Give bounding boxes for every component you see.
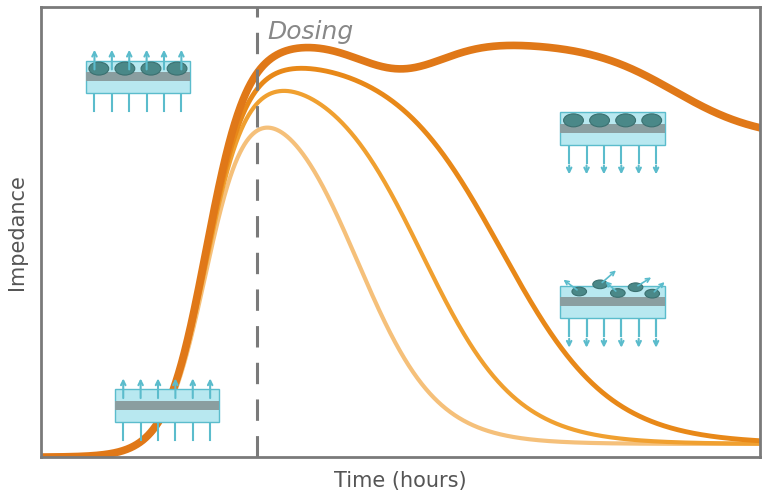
Bar (561, 124, 665, 133)
Ellipse shape (572, 287, 587, 296)
Ellipse shape (645, 289, 660, 298)
Ellipse shape (642, 114, 662, 127)
Ellipse shape (593, 280, 607, 289)
Y-axis label: Impedance: Impedance (7, 174, 27, 290)
Ellipse shape (628, 283, 643, 291)
Ellipse shape (141, 62, 161, 75)
Ellipse shape (590, 114, 610, 127)
Bar (114, 401, 219, 410)
Text: Dosing: Dosing (268, 20, 354, 44)
Ellipse shape (167, 62, 187, 75)
Ellipse shape (115, 62, 135, 75)
Bar (561, 297, 665, 306)
Ellipse shape (564, 114, 584, 127)
FancyBboxPatch shape (86, 61, 190, 93)
FancyBboxPatch shape (114, 389, 219, 422)
FancyBboxPatch shape (561, 112, 665, 145)
Ellipse shape (89, 62, 109, 75)
Ellipse shape (616, 114, 636, 127)
Ellipse shape (611, 289, 625, 297)
FancyBboxPatch shape (561, 286, 665, 318)
X-axis label: Time (hours): Time (hours) (334, 471, 467, 491)
Bar (86, 72, 190, 81)
